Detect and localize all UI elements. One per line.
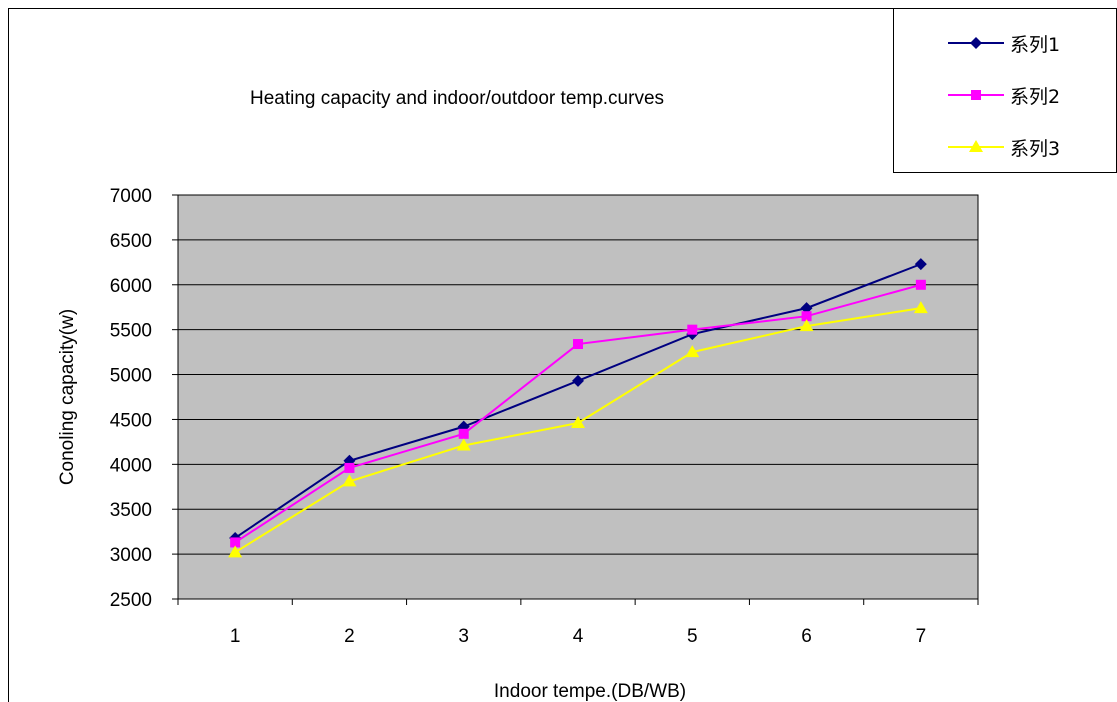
y-tick-label: 6500 (110, 231, 152, 252)
data-point-series-1 (572, 374, 584, 387)
data-point-series-3 (685, 345, 700, 358)
x-tick-label: 5 (687, 626, 698, 647)
data-point-series-3 (913, 301, 928, 314)
x-tick-label: 1 (230, 626, 241, 647)
x-tick-label: 4 (573, 626, 584, 647)
data-point-series-3 (799, 319, 814, 332)
x-tick-label: 2 (344, 626, 355, 647)
legend-label-series-1: 系列1 (1010, 33, 1061, 56)
x-tick-label: 7 (916, 626, 927, 647)
y-tick-label: 5500 (110, 321, 152, 342)
data-point-series-1 (800, 302, 813, 315)
y-tick-label: 5000 (110, 366, 152, 387)
legend-item-series-3: 系列3 (946, 135, 1061, 160)
legend-item-series-2: 系列2 (946, 83, 1061, 108)
y-tick-label: 2500 (110, 590, 152, 611)
legend-item-series-1: 系列1 (946, 31, 1061, 56)
y-tick-label: 3500 (110, 500, 152, 521)
data-point-series-2 (344, 462, 355, 473)
data-point-series-1 (914, 258, 927, 271)
legend-marker-series-3 (948, 140, 1004, 152)
plot-border (177, 194, 979, 600)
data-point-series-2 (458, 428, 469, 439)
y-tick-label: 7000 (110, 186, 152, 207)
legend-marker-series-1 (948, 37, 1004, 49)
plot-area (178, 195, 978, 599)
data-point-series-3 (342, 474, 357, 487)
data-point-series-2 (801, 311, 812, 322)
legend-label-series-3: 系列3 (1010, 137, 1061, 160)
x-axis-label: Indoor tempe.(DB/WB) (494, 681, 686, 702)
y-tick-label: 3000 (110, 545, 152, 566)
data-point-series-3 (571, 416, 585, 429)
legend-marker-series-2 (948, 90, 1004, 100)
y-axis-label: Conoling capacity(w) (57, 309, 78, 485)
data-point-series-3 (456, 438, 471, 451)
chart-title: Heating capacity and indoor/outdoor temp… (250, 88, 665, 109)
y-tick-label: 4000 (110, 455, 152, 476)
data-point-series-2 (687, 324, 698, 335)
y-tick-label: 4500 (110, 410, 152, 431)
x-tick-label: 6 (801, 626, 812, 647)
data-point-series-2 (915, 279, 926, 290)
data-point-series-3 (228, 545, 243, 558)
y-tick-label: 6000 (110, 276, 152, 297)
data-point-series-2 (230, 537, 241, 548)
data-point-series-2 (573, 339, 583, 350)
legend: 系列1 系列2 系列3 (893, 8, 1117, 173)
legend-label-series-2: 系列2 (1010, 85, 1061, 108)
x-tick-label: 3 (458, 626, 469, 647)
chart-frame (8, 8, 1117, 702)
